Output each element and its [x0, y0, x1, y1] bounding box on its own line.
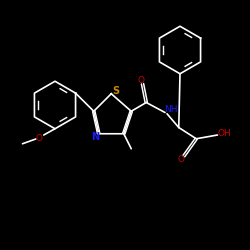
Text: O: O [36, 134, 43, 143]
Text: OH: OH [218, 129, 231, 138]
Text: NH: NH [164, 105, 178, 114]
Text: N: N [91, 132, 99, 142]
Text: S: S [112, 86, 119, 96]
Text: O: O [137, 76, 144, 85]
Text: O: O [178, 155, 185, 164]
